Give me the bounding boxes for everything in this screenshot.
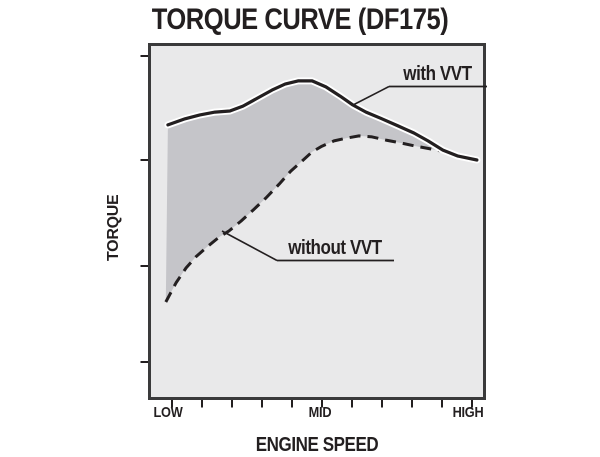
x-tick-label-low: LOW: [153, 404, 183, 421]
with-vvt-leader-line: [353, 85, 390, 106]
without-vvt-label: without VVT: [288, 237, 382, 259]
y-axis-label: TORQUE: [105, 194, 122, 261]
without-vvt-leader-line: [221, 230, 278, 262]
with-vvt-label: with VVT: [403, 63, 472, 85]
without-vvt-curve: [164, 134, 478, 303]
chart-title: TORQUE CURVE (DF175): [0, 3, 600, 37]
callout-leader-lines: [221, 85, 487, 262]
with-vvt-curve: [166, 79, 479, 162]
x-tick-label-mid: MID: [308, 404, 332, 421]
shaded-area-between-curves: [165, 80, 477, 303]
x-axis-label: ENGINE SPEED: [255, 434, 379, 456]
chart-title-text: TORQUE CURVE (DF175): [151, 3, 449, 36]
x-tick-label-high: HIGH: [452, 404, 484, 421]
axis-tick-marks: [140, 55, 473, 408]
